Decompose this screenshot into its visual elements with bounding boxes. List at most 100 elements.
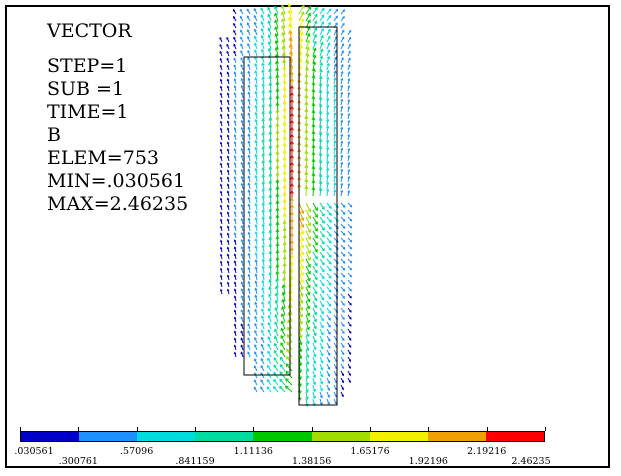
vector-arrow — [326, 342, 331, 349]
vector-arrowhead — [268, 250, 273, 255]
vector-arrow — [262, 210, 265, 218]
vector-arrowhead — [226, 106, 230, 110]
vector-arrowhead — [347, 71, 351, 74]
vector-arrowhead — [311, 144, 316, 149]
vector-arrowhead — [321, 220, 325, 224]
vector-arrowhead — [299, 307, 304, 311]
vector-arrow — [326, 168, 329, 176]
vector-arrow — [248, 246, 251, 253]
vector-arrowhead — [273, 349, 277, 354]
vector-arrow — [305, 335, 309, 344]
vector-arrowhead — [233, 92, 237, 95]
vector-arrowhead — [279, 356, 284, 361]
vector-arrowhead — [301, 4, 305, 9]
vector-arrow — [333, 84, 336, 92]
vector-arrowhead — [304, 171, 309, 176]
vector-arrowhead — [304, 80, 309, 85]
vector-arrowhead — [318, 103, 323, 108]
vector-arrowhead — [254, 329, 257, 333]
vector-arrowhead — [233, 246, 237, 249]
vector-arrow — [269, 188, 272, 197]
vector-arrowhead — [288, 36, 293, 41]
vector-arrow — [255, 133, 258, 141]
vector-arrow — [319, 209, 325, 217]
vector-arrowhead — [312, 367, 317, 372]
vector-arrowhead — [267, 34, 272, 38]
vector-arrowhead — [348, 359, 351, 362]
vector-arrow — [276, 250, 279, 260]
vector-arrowhead — [282, 59, 287, 64]
vector-arrowhead — [282, 121, 287, 126]
vector-arrow — [255, 189, 258, 197]
vector-arrowhead — [341, 394, 344, 398]
vector-arrowhead — [260, 34, 264, 39]
vector-arrowhead — [281, 305, 286, 310]
vector-arrowhead — [260, 329, 264, 333]
vector-arrowhead — [240, 77, 244, 81]
vector-arrowhead — [219, 106, 223, 110]
vector-arrowhead — [240, 196, 244, 200]
vector-arrowhead — [240, 133, 244, 137]
vector-arrowhead — [313, 333, 317, 337]
vector-arrowhead — [268, 279, 272, 283]
vector-arrowhead — [233, 344, 237, 348]
vector-arrowhead — [327, 353, 331, 356]
vector-arrowhead — [348, 373, 351, 377]
vector-arrowhead — [233, 239, 237, 242]
vector-arrowhead — [349, 225, 353, 229]
vector-arrowhead — [335, 22, 338, 26]
vector-arrowhead — [289, 91, 294, 96]
vector-arrowhead — [312, 381, 316, 386]
vector-arrowhead — [275, 228, 280, 233]
vector-arrowhead — [333, 56, 337, 60]
vector-arrowhead — [304, 122, 309, 127]
vector-arrowhead — [282, 269, 287, 274]
vector-arrow — [326, 307, 331, 314]
vector-arrowhead — [320, 34, 324, 39]
vector-arrow — [274, 336, 279, 344]
vector-arrow — [319, 230, 325, 238]
vector-arrow — [269, 160, 272, 169]
vector-arrowhead — [261, 188, 265, 192]
vector-arrow — [269, 139, 272, 148]
vector-arrow — [285, 378, 293, 386]
vector-arrowhead — [282, 241, 287, 246]
vector-arrow — [305, 279, 311, 289]
vector-arrowhead — [349, 317, 352, 320]
vector-arrowhead — [275, 158, 280, 162]
vector-arrowhead — [226, 162, 230, 166]
vector-arrowhead — [289, 175, 294, 180]
vector-arrow — [248, 71, 251, 78]
vector-arrowhead — [282, 255, 287, 260]
vector-arrowhead — [320, 360, 324, 364]
vector-arrowhead — [267, 307, 272, 311]
vector-arrowhead — [254, 231, 258, 235]
vector-arrow — [262, 153, 265, 162]
vector-arrowhead — [260, 350, 264, 354]
vector-arrow — [261, 330, 265, 337]
vector-arrowhead — [240, 36, 243, 40]
vector-arrow — [319, 111, 322, 120]
vector-arrow — [305, 349, 309, 358]
vector-arrowhead — [240, 210, 244, 214]
vector-arrowhead — [219, 99, 223, 103]
vector-arrow — [326, 189, 329, 197]
vector-arrow — [269, 244, 272, 253]
vector-arrowhead — [326, 153, 330, 157]
vector-arrowhead — [233, 267, 237, 271]
vector-arrowhead — [342, 331, 345, 334]
vector-arrowhead — [260, 28, 264, 32]
vector-arrowhead — [340, 189, 344, 193]
vector-arrow — [305, 40, 310, 50]
vector-arrowhead — [233, 281, 237, 285]
vector-arrow — [262, 84, 265, 92]
vector-arrowhead — [307, 263, 311, 268]
vector-arrowhead — [298, 348, 303, 353]
vector-arrowhead — [342, 317, 345, 320]
vector-arrow — [298, 216, 304, 228]
vector-arrowhead — [321, 14, 325, 18]
vector-arrow — [269, 62, 272, 71]
vector-arrowhead — [307, 243, 311, 248]
vector-arrowhead — [274, 306, 279, 311]
